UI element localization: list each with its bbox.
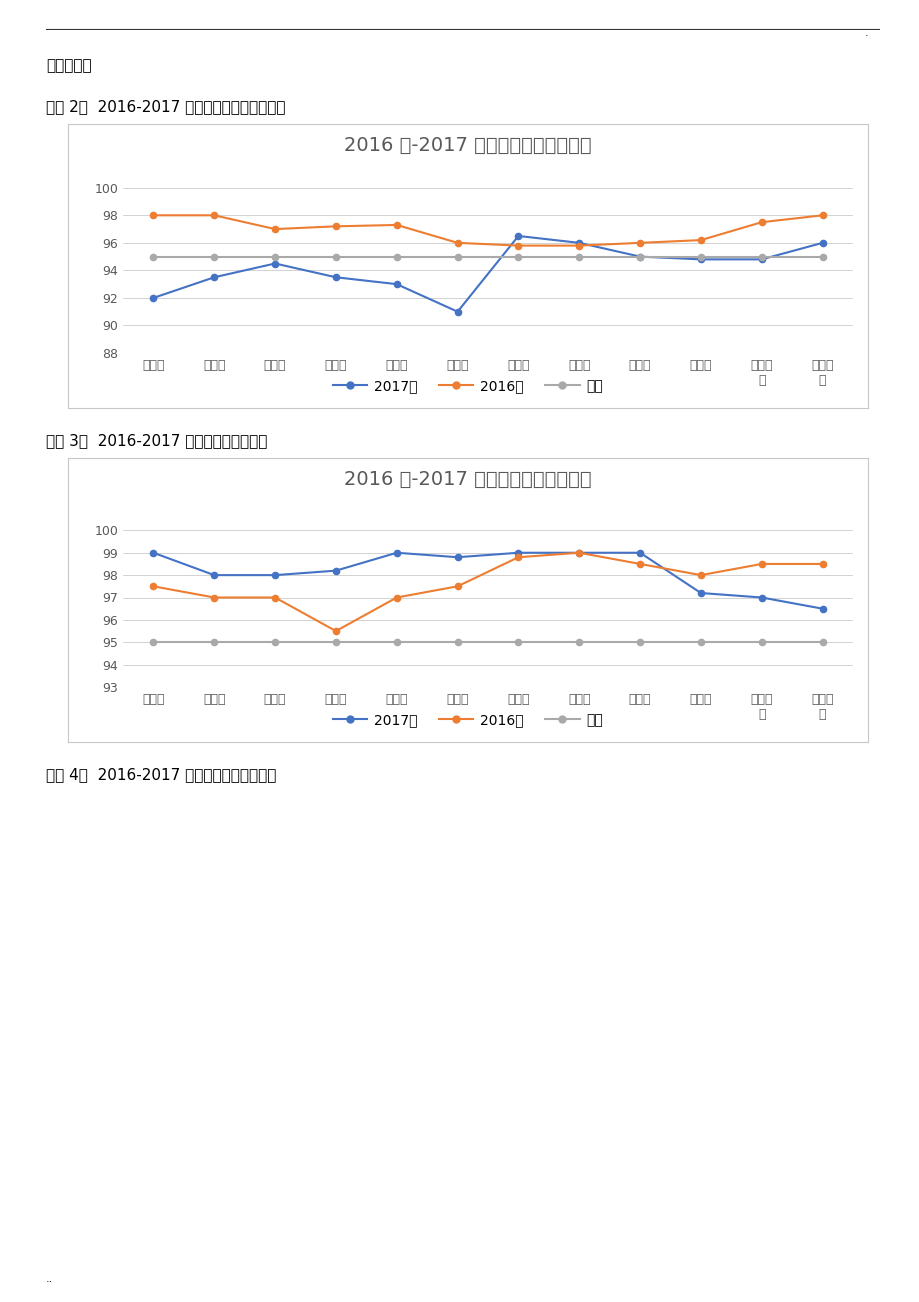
Text: 2016 年-2017 年病区管理质量对比图: 2016 年-2017 年病区管理质量对比图 xyxy=(344,135,591,155)
Text: 无可比性。: 无可比性。 xyxy=(46,59,92,73)
Legend: 2017年, 2016年, 目标: 2017年, 2016年, 目标 xyxy=(327,707,608,733)
Text: 图表 3：  2016-2017 年基础护理落实情况: 图表 3： 2016-2017 年基础护理落实情况 xyxy=(46,434,267,448)
Legend: 2017年, 2016年, 目标: 2017年, 2016年, 目标 xyxy=(327,374,608,398)
Text: 图表 2：  2016-2017 年病区管理工作落实情况: 图表 2： 2016-2017 年病区管理工作落实情况 xyxy=(46,99,285,115)
Text: .: . xyxy=(864,29,868,38)
Text: 图表 4：  2016-2017 年危重症护理落实情况: 图表 4： 2016-2017 年危重症护理落实情况 xyxy=(46,767,276,783)
Text: 2016 年-2017 年基础护理质量对比图: 2016 年-2017 年基础护理质量对比图 xyxy=(344,470,591,488)
Text: ..: .. xyxy=(46,1273,53,1284)
